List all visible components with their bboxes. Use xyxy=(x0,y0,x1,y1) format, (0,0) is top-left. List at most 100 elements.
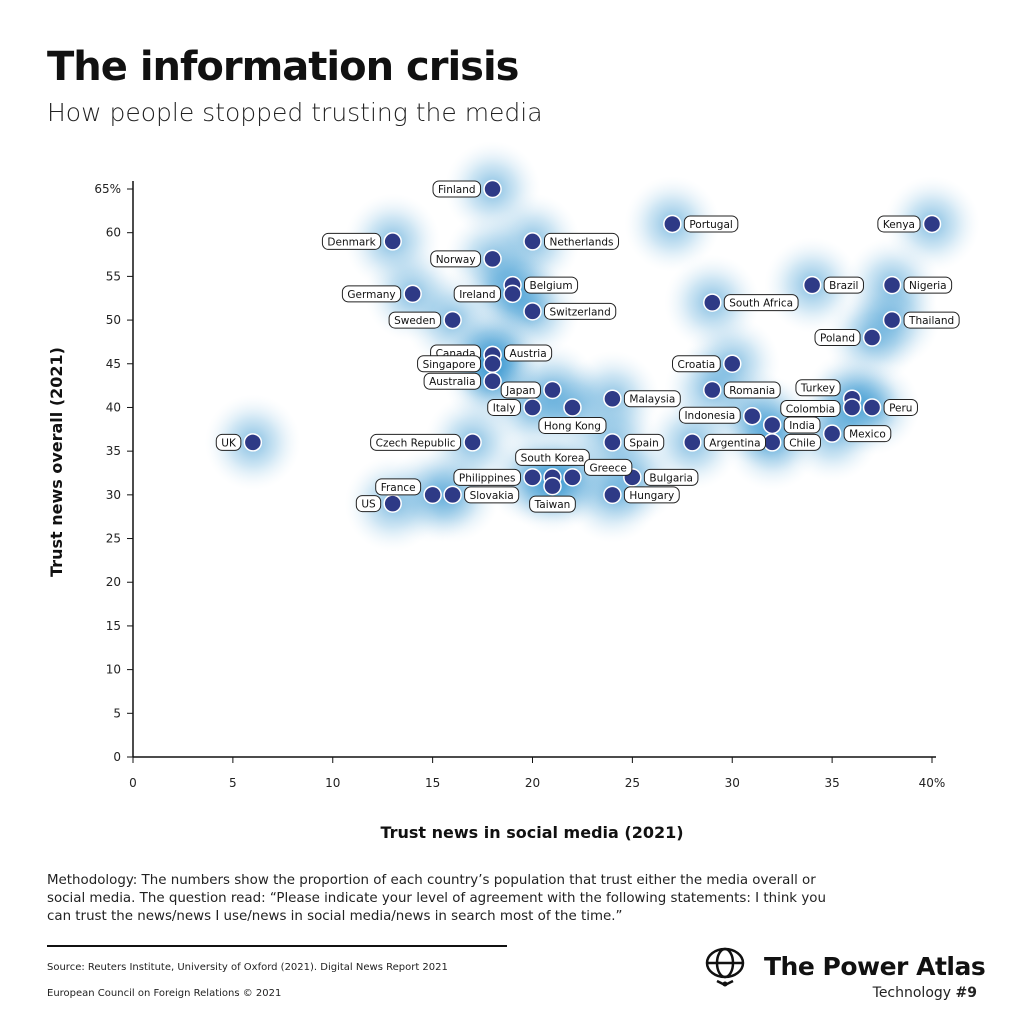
data-point[interactable] xyxy=(723,354,742,374)
label-box xyxy=(903,276,953,294)
country-name: Netherlands xyxy=(550,236,614,248)
country-name: Peru xyxy=(889,402,912,414)
data-point[interactable] xyxy=(523,302,542,321)
y-tick-label: 60 xyxy=(106,226,121,240)
label-box xyxy=(524,276,579,294)
label-box xyxy=(453,468,521,486)
data-point[interactable] xyxy=(603,485,622,505)
data-point[interactable] xyxy=(523,398,542,417)
data-point[interactable] xyxy=(563,398,582,417)
label-box xyxy=(504,344,553,362)
country-label: Croatia xyxy=(672,355,721,373)
country-label: Australia xyxy=(423,372,482,390)
label-box xyxy=(623,486,680,504)
country-label: Taiwan xyxy=(529,495,576,513)
data-point[interactable] xyxy=(603,389,622,408)
data-point[interactable] xyxy=(882,310,902,330)
data-point[interactable] xyxy=(243,433,263,452)
country-label: UK xyxy=(215,433,242,451)
data-point[interactable] xyxy=(703,293,722,312)
x-tick-label: 20 xyxy=(525,776,540,790)
country-label: Peru xyxy=(883,398,918,416)
data-point[interactable] xyxy=(483,179,502,199)
y-tick-label: 55 xyxy=(106,269,121,283)
country-label: Finland xyxy=(432,180,482,198)
country-name: Sweden xyxy=(394,315,436,327)
x-tick-label: 30 xyxy=(725,776,740,790)
data-point[interactable] xyxy=(822,424,842,443)
data-point[interactable] xyxy=(742,406,762,426)
y-tick-label: 25 xyxy=(106,532,121,546)
x-tick-label: 10 xyxy=(325,776,340,790)
country-label: South Korea xyxy=(515,448,590,466)
data-point[interactable] xyxy=(443,310,462,330)
label-box xyxy=(515,448,590,466)
data-point[interactable] xyxy=(383,232,402,251)
data-point[interactable] xyxy=(443,485,462,505)
country-name: Argentina xyxy=(709,437,760,449)
country-name: Kenya xyxy=(883,219,915,231)
data-point[interactable] xyxy=(882,275,902,295)
data-point[interactable] xyxy=(862,398,882,417)
data-point[interactable] xyxy=(922,214,942,234)
data-point[interactable] xyxy=(663,214,682,234)
country-name: Austria xyxy=(510,348,547,360)
data-point[interactable] xyxy=(762,433,782,452)
country-name: Chile xyxy=(789,437,815,449)
label-box xyxy=(623,433,665,451)
country-label: Brazil xyxy=(823,276,864,294)
data-point[interactable] xyxy=(862,328,882,347)
country-name: France xyxy=(381,482,416,494)
country-name: Mexico xyxy=(849,429,886,441)
data-point[interactable] xyxy=(802,275,822,295)
data-point[interactable] xyxy=(842,398,862,417)
divider xyxy=(47,945,507,947)
data-point[interactable] xyxy=(523,468,542,487)
country-name: Germany xyxy=(347,289,395,301)
data-point[interactable] xyxy=(483,249,502,269)
data-point[interactable] xyxy=(603,433,622,452)
country-label: Czech Republic xyxy=(370,433,462,451)
data-point[interactable] xyxy=(703,380,722,400)
data-point[interactable] xyxy=(383,494,402,513)
data-point[interactable] xyxy=(563,468,582,487)
data-point[interactable] xyxy=(463,433,482,452)
label-box xyxy=(529,495,576,513)
country-label: Portugal xyxy=(683,215,739,233)
country-name: Turkey xyxy=(800,383,835,395)
data-point[interactable] xyxy=(483,371,502,391)
data-point[interactable] xyxy=(543,380,562,400)
country-label: Indonesia xyxy=(678,406,741,424)
x-tick-label: 15 xyxy=(425,776,440,790)
data-point[interactable] xyxy=(683,433,702,452)
country-name: Taiwan xyxy=(534,499,571,511)
data-point[interactable] xyxy=(523,232,542,251)
country-name: India xyxy=(789,420,815,432)
country-label: Netherlands xyxy=(544,232,620,250)
country-label: Chile xyxy=(783,433,821,451)
data-point[interactable] xyxy=(503,284,522,304)
y-tick-label: 0 xyxy=(113,750,121,764)
x-tick-label: 5 xyxy=(229,776,237,790)
country-name: Belgium xyxy=(530,280,573,292)
label-box xyxy=(341,285,402,303)
country-label: Kenya xyxy=(877,215,921,233)
data-point[interactable] xyxy=(423,485,442,505)
axes: 0 5 10 15 20 25 30 35 40% 0 5 10 15 20 25 30 35 40 45 50 55 6… xyxy=(94,181,945,790)
data-point[interactable] xyxy=(762,415,782,435)
country-label: Thailand xyxy=(903,311,960,329)
label-box xyxy=(783,416,821,434)
data-point[interactable] xyxy=(483,354,502,374)
data-point[interactable] xyxy=(403,284,422,304)
label-box xyxy=(544,302,617,320)
country-name: UK xyxy=(221,437,237,449)
country-label: Germany xyxy=(341,285,402,303)
country-label: Norway xyxy=(430,250,482,268)
label-box xyxy=(623,390,681,408)
label-box xyxy=(814,329,861,347)
data-point[interactable] xyxy=(543,476,562,496)
country-name: Croatia xyxy=(678,359,716,371)
country-label: Argentina xyxy=(703,433,767,451)
country-name: Philippines xyxy=(459,472,516,484)
